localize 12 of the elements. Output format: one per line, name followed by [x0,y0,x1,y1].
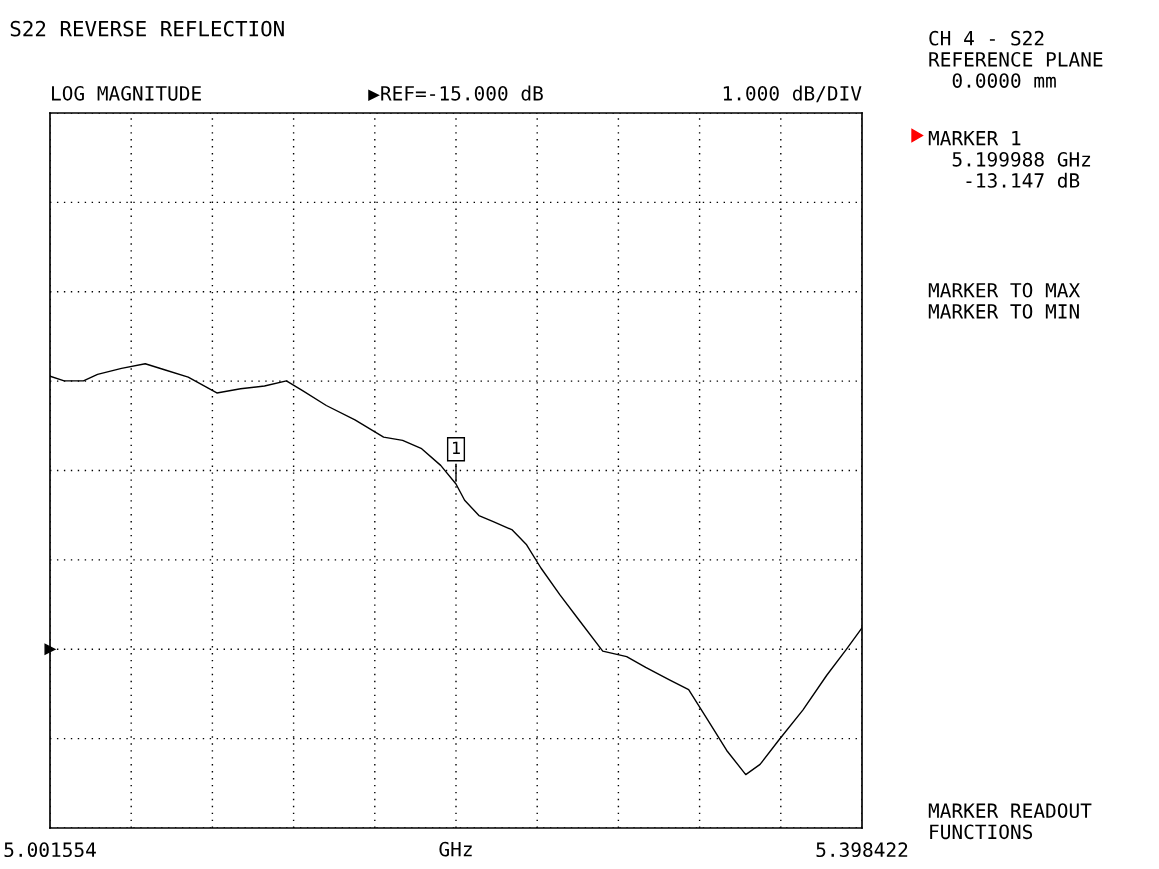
text: LOG MAGNITUDE [52,85,201,101]
text: MARKER TO MAX MARKER TO MIN [928,282,1081,319]
annotation: 1 [452,441,460,454]
chart-title: S22 REVERSE REFLECTION [10,20,284,37]
x-tick-label: 5.001554 [4,842,96,858]
x-axis-title: GHz [439,841,472,857]
text: 1.000 dB/DIV [723,85,862,103]
text: MARKER 1 5.199988 GHz -13.147 dB [928,131,1091,188]
text: MARKER READOUT FUNCTIONS [928,803,1092,840]
text: CH 4 - S22 REFERENCE PLANE 0.0000 mm [929,30,1103,88]
text: ▶REF=-15.000 dB [368,85,543,102]
x-tick-label: 5.398422 [816,842,908,858]
